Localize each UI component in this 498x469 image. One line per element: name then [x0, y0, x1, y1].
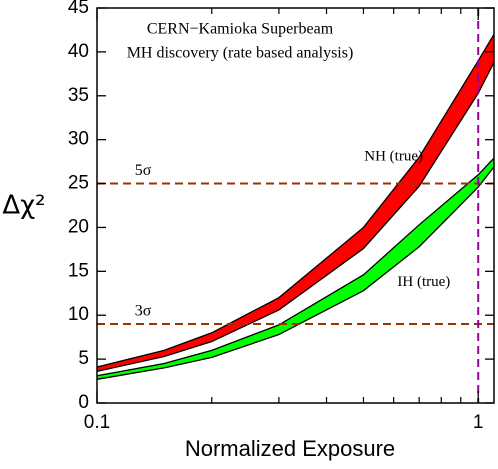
band-upper	[96, 33, 495, 368]
reference-label: 3σ	[135, 303, 152, 320]
series-label: IH (true)	[397, 274, 450, 290]
y-tick-label: 40	[68, 41, 89, 62]
y-axis-label: Δχ²	[2, 191, 45, 221]
band-lower	[96, 62, 495, 373]
y-tick-label: 5	[78, 348, 89, 369]
y-tick-label: 45	[68, 0, 89, 18]
y-tick-label: 10	[68, 304, 89, 325]
y-tick-label: 0	[78, 392, 89, 413]
reference-label: 5σ	[135, 162, 152, 179]
y-tick-label: 15	[68, 260, 89, 281]
y-tick-label: 20	[68, 216, 89, 237]
series-label: NH (true)	[364, 149, 423, 165]
y-tick-label: 35	[68, 85, 89, 106]
y-tick-label: 30	[68, 129, 89, 150]
x-axis-label: Normalized Exposure	[185, 436, 395, 461]
plot-frame	[96, 7, 495, 404]
band-lower	[96, 166, 495, 380]
title-line: CERN−Kamioka Superbeam	[147, 21, 334, 38]
y-tick-label: 25	[68, 173, 89, 194]
band	[97, 158, 494, 380]
x-tick-label: 0.1	[84, 412, 110, 433]
x-tick-label: 1	[473, 412, 484, 433]
title-line: MH discovery (rate based analysis)	[127, 45, 354, 62]
band-upper	[96, 157, 495, 377]
